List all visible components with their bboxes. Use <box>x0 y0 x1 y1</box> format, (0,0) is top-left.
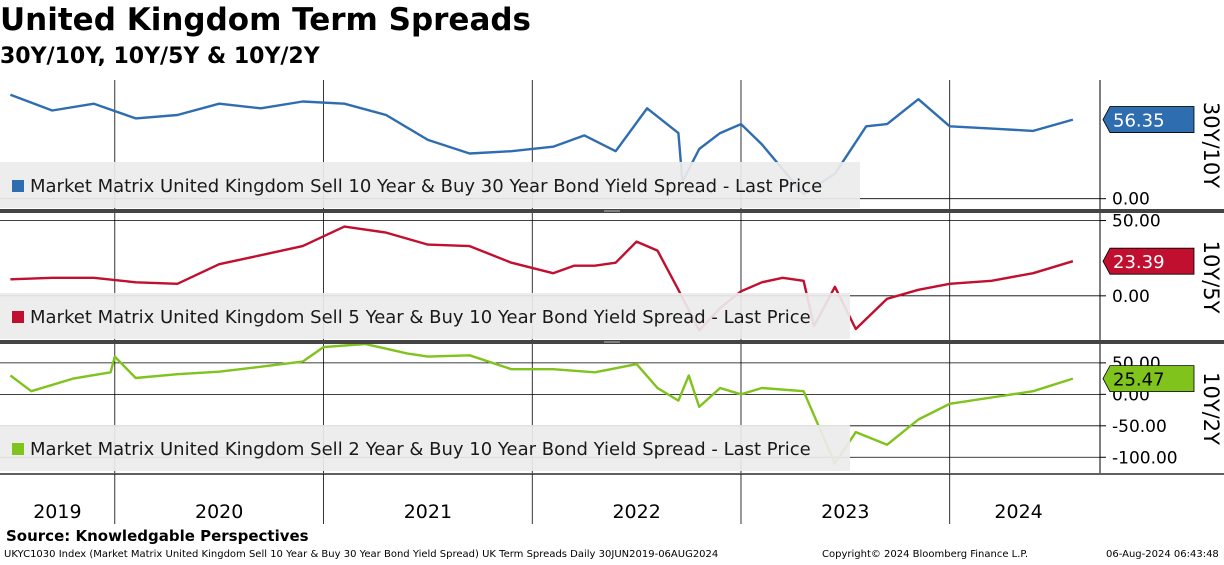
legend-box <box>0 293 850 339</box>
axis-title: 30Y/10Y <box>1199 102 1223 188</box>
y-tick-label: 50.00 <box>1112 212 1161 232</box>
legend-label: Market Matrix United Kingdom Sell 5 Year… <box>30 307 811 328</box>
source-note: Source: Knowledgable Perspectives <box>6 527 309 545</box>
legend-swatch <box>12 311 24 323</box>
footer-timestamp: 06-Aug-2024 06:43:48 <box>1106 549 1219 560</box>
last-value-label: 56.35 <box>1113 111 1165 132</box>
x-tick-label: 2021 <box>404 501 452 523</box>
term-spreads-chart: 0.00 Market Matrix United Kingdom Sell 10… <box>0 80 1224 524</box>
legend-label: Market Matrix United Kingdom Sell 10 Yea… <box>30 176 822 197</box>
last-value-label: 23.39 <box>1113 252 1165 273</box>
last-value-tag <box>1102 247 1195 275</box>
legend-box <box>0 162 860 208</box>
legend-swatch <box>12 443 24 455</box>
page-subtitle: 30Y/10Y, 10Y/5Y & 10Y/2Y <box>0 44 320 69</box>
panel-10y-5y: 50.00 0.00 Market Matrix United Kingdom Se… <box>0 212 1223 341</box>
last-value-label: 25.47 <box>1113 370 1165 391</box>
x-tick-label: 2022 <box>612 501 660 523</box>
series-line <box>9 342 1074 465</box>
footer-description: UKYC1030 Index (Market Matrix United Kin… <box>4 549 719 560</box>
last-value-tag <box>1102 106 1195 133</box>
footer-copyright: Copyright© 2024 Bloomberg Finance L.P. <box>822 549 1029 560</box>
x-tick-label: 2024 <box>994 501 1042 523</box>
page-title: United Kingdom Term Spreads <box>0 2 532 38</box>
series-line <box>9 93 1074 196</box>
y-tick-label: -100.00 <box>1112 448 1178 468</box>
y-tick-label: 0.00 <box>1112 190 1150 210</box>
x-tick-label: 2023 <box>821 501 869 523</box>
legend-swatch <box>12 180 24 192</box>
last-value-tag <box>1102 365 1195 393</box>
y-tick-label: -50.00 <box>1112 417 1167 437</box>
y-tick-label: 0.00 <box>1112 287 1150 307</box>
legend-label: Market Matrix United Kingdom Sell 2 Year… <box>30 439 811 460</box>
axis-title: 10Y/2Y <box>1199 372 1223 445</box>
panel-30y-10y: 0.00 Market Matrix United Kingdom Sell 10… <box>0 80 1223 210</box>
x-tick-label: 2020 <box>195 501 243 523</box>
axis-title: 10Y/5Y <box>1199 241 1223 314</box>
legend-box <box>0 425 850 471</box>
series-line <box>10 225 1074 332</box>
x-tick-label: 2019 <box>33 501 81 523</box>
